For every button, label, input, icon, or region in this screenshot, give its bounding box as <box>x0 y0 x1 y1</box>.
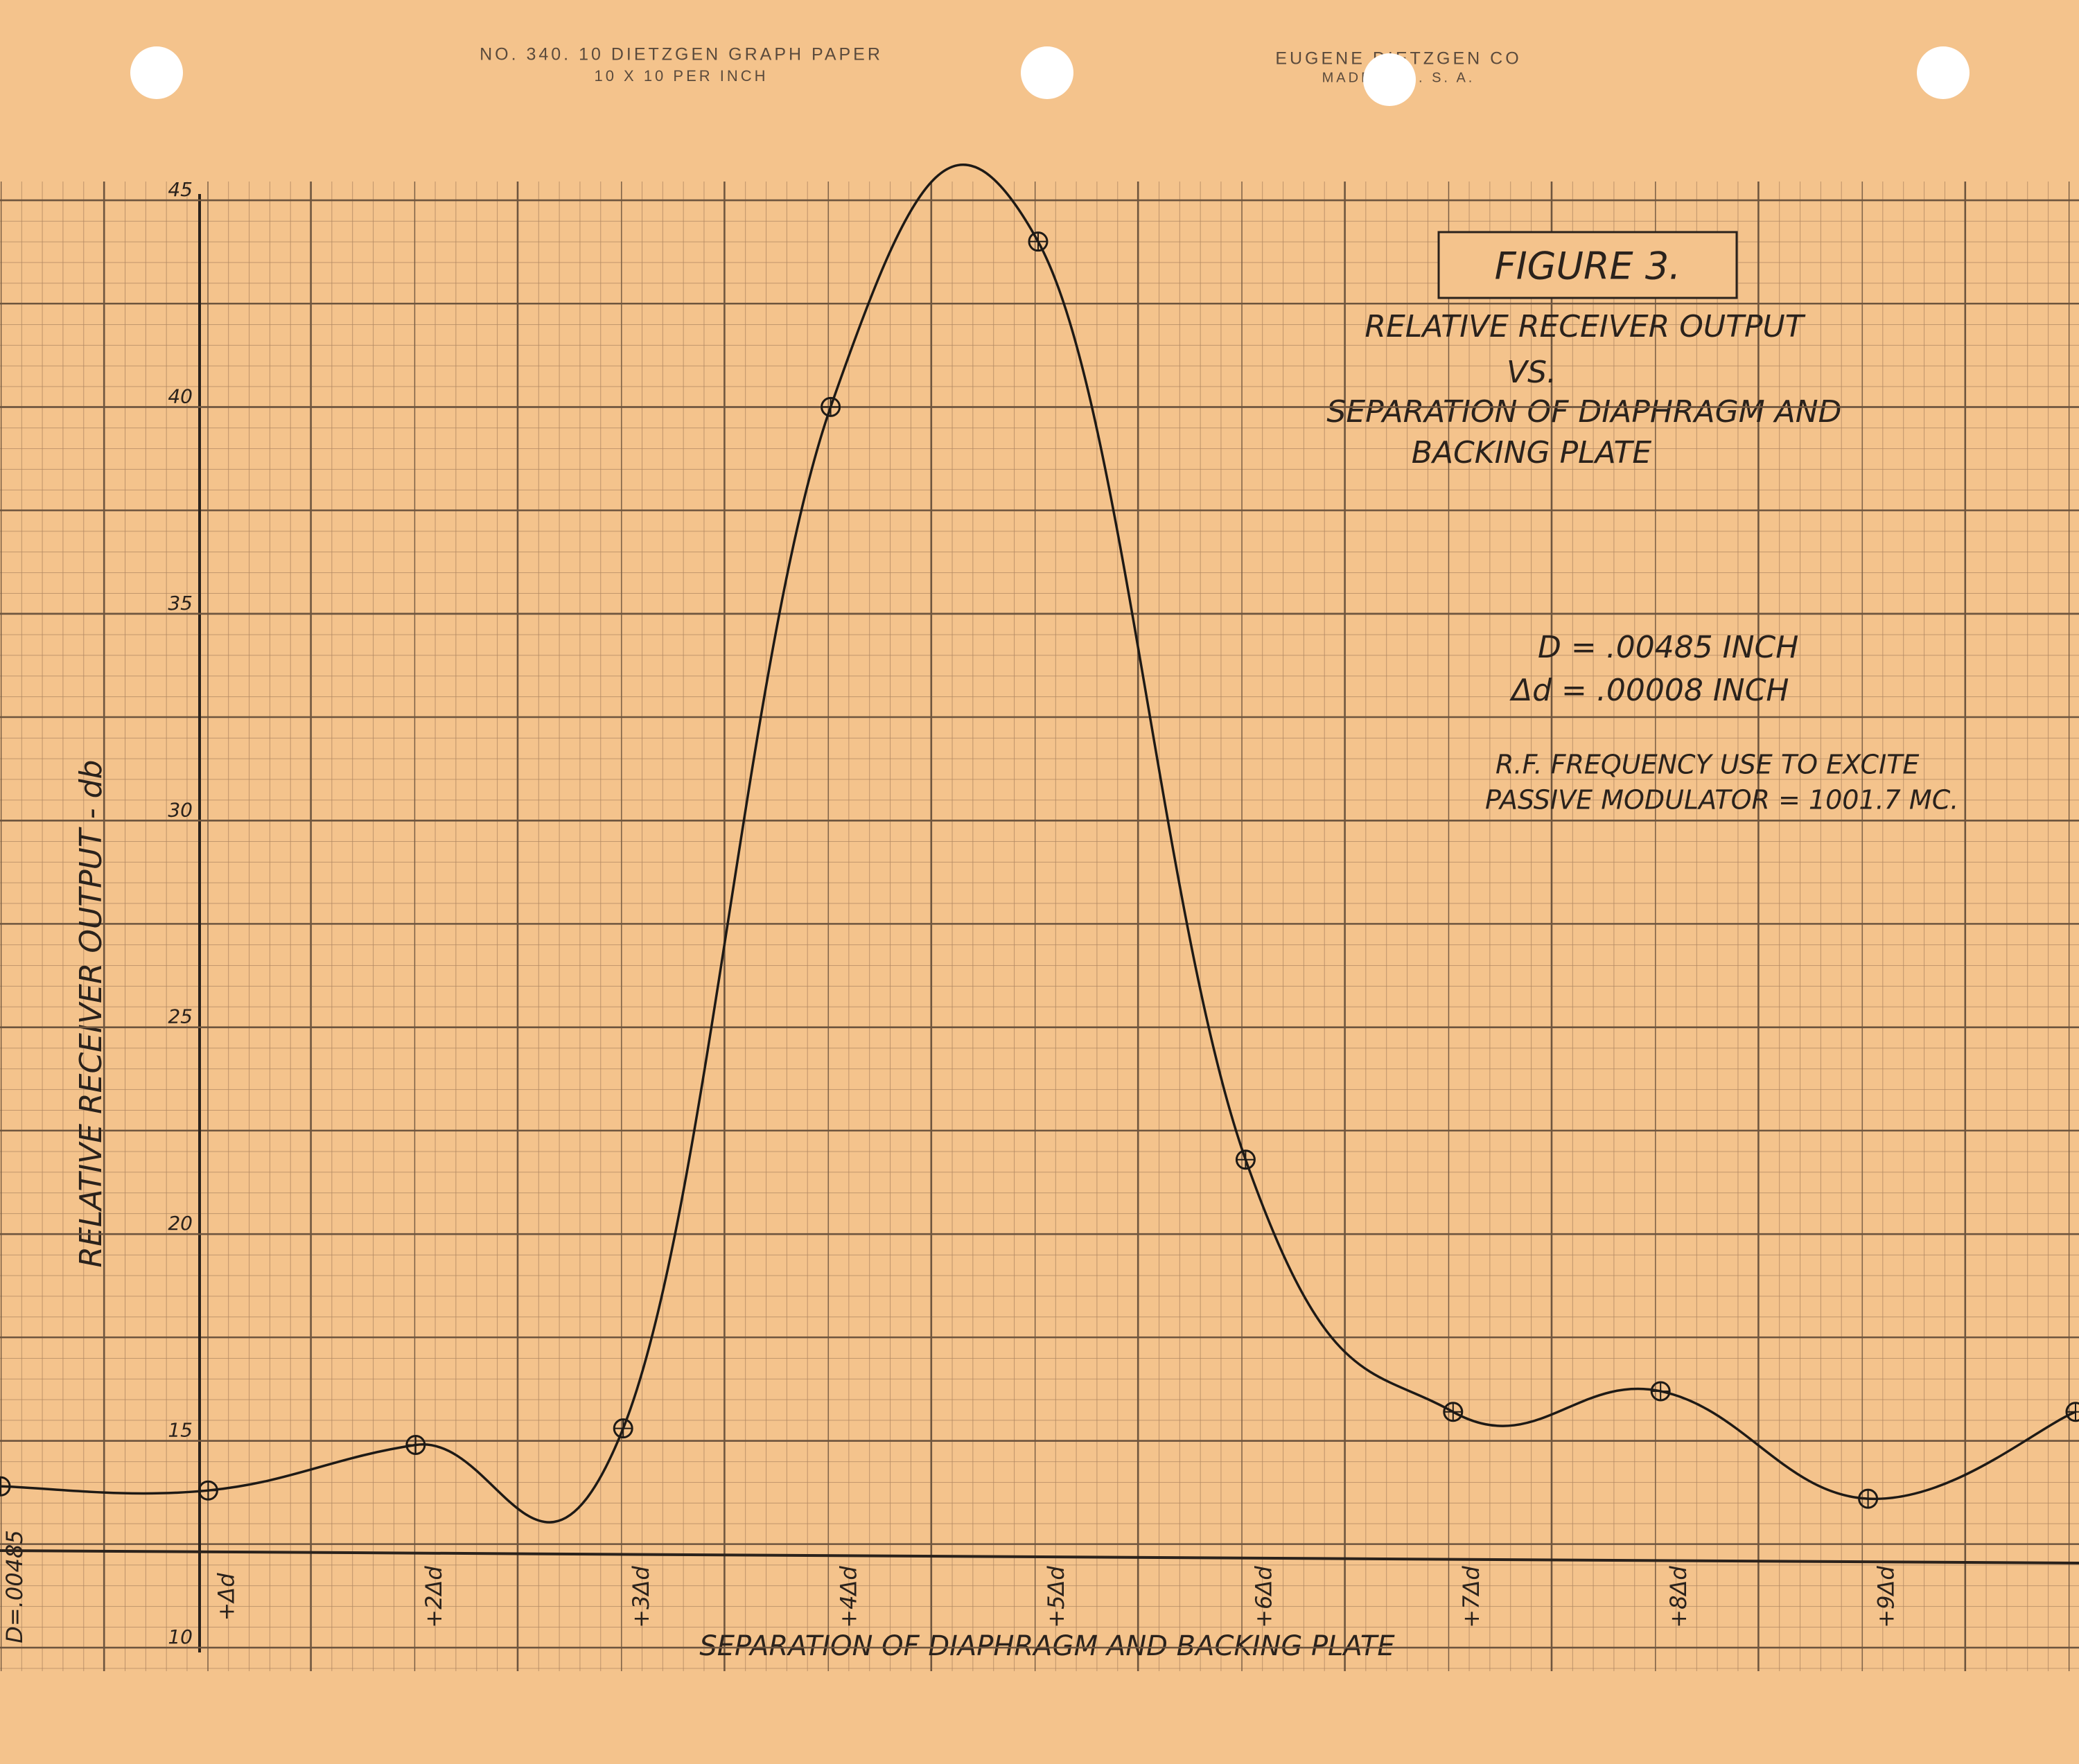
data-point <box>1650 1381 1671 1402</box>
chart-subtitle: SEPARATION OF DIAPHRAGM AND <box>1326 394 1841 430</box>
annotation: D = .00485 INCH <box>1538 630 1798 665</box>
punch-hole <box>130 46 183 99</box>
data-point <box>1028 231 1049 252</box>
data-point <box>2065 1402 2079 1422</box>
data-point <box>0 1476 11 1497</box>
paper-header: 10 X 10 PER INCH <box>594 67 768 85</box>
x-tick-label: +9Δd <box>1873 1566 1900 1628</box>
y-tick-label: 40 <box>168 385 193 407</box>
data-point <box>613 1418 633 1439</box>
annotation: Δd = .00008 INCH <box>1509 673 1789 708</box>
x-tick-label: +6Δd <box>1250 1566 1277 1628</box>
chart-subtitle: VS. <box>1507 355 1556 390</box>
x-tick-label: +4Δd <box>836 1566 862 1628</box>
graph-paper-major <box>0 182 2079 1671</box>
x-tick-label: +5Δd <box>1043 1566 1069 1628</box>
punch-hole <box>1363 53 1416 106</box>
x-axis-label: SEPARATION OF DIAPHRAGM AND BACKING PLAT… <box>699 1630 1395 1662</box>
data-point <box>405 1435 426 1456</box>
curve <box>0 164 2076 1524</box>
punch-hole <box>1917 46 1970 99</box>
y-tick-label: 20 <box>168 1212 193 1235</box>
annotation: R.F. FREQUENCY USE TO EXCITE <box>1495 750 1919 780</box>
y-axis-label: RELATIVE RECEIVER OUTPUT - db <box>73 760 109 1268</box>
data-point <box>1858 1488 1879 1509</box>
y-tick-label: 45 <box>168 178 193 201</box>
y-tick-label: 10 <box>168 1625 193 1648</box>
x-axis-line <box>0 1549 2079 1564</box>
x-tick-label: D=.00485 <box>1 1530 28 1643</box>
title-box <box>1437 231 1738 299</box>
data-point <box>1235 1149 1256 1170</box>
x-tick-label: +Δd <box>213 1573 239 1621</box>
x-tick-label: +2Δd <box>421 1566 447 1628</box>
y-tick-label: 25 <box>168 1005 193 1028</box>
x-tick-label: +3Δd <box>628 1566 654 1628</box>
data-point <box>198 1480 218 1501</box>
y-tick-label: 35 <box>168 592 193 615</box>
annotation: PASSIVE MODULATOR = 1001.7 MC. <box>1485 785 1958 815</box>
x-tick-label: +8Δd <box>1665 1566 1692 1628</box>
x-tick-label: +7Δd <box>1458 1566 1484 1628</box>
chart-subtitle: BACKING PLATE <box>1412 435 1652 470</box>
data-point <box>821 396 841 417</box>
y-tick-label: 15 <box>168 1419 193 1442</box>
punch-hole <box>1021 46 1073 99</box>
paper-header: NO. 340. 10 DIETZGEN GRAPH PAPER <box>480 45 883 64</box>
chart-subtitle: RELATIVE RECEIVER OUTPUT <box>1365 309 1805 344</box>
data-point <box>1443 1402 1464 1422</box>
y-tick-label: 30 <box>168 798 193 821</box>
punch-holes <box>130 46 1970 106</box>
chart-title: FIGURE 3. <box>1495 245 1681 288</box>
